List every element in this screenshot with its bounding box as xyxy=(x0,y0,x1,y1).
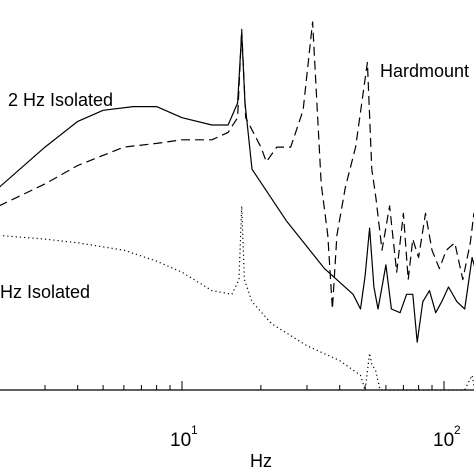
annotation-2hz-isolated: 2 Hz Isolated xyxy=(8,90,113,110)
x-tick-label-100-exp: 2 xyxy=(454,423,461,437)
x-tick-label-100: 10 2 xyxy=(433,423,461,451)
series-line-dotted xyxy=(0,205,474,391)
x-tick-label-100-base: 10 xyxy=(433,430,454,451)
x-tick-label-10: 10 1 xyxy=(170,423,198,451)
x-tick-label-10-base: 10 xyxy=(170,430,191,451)
annotation-hz-isolated: Hz Isolated xyxy=(0,282,90,302)
x-tick-label-10-exp: 1 xyxy=(191,423,198,437)
series-line-dashed xyxy=(0,21,474,310)
x-ticks xyxy=(44,381,445,390)
plot-series xyxy=(0,21,474,391)
series-line-solid xyxy=(0,32,474,343)
x-axis-label: Hz xyxy=(250,451,272,471)
annotation-hardmount: Hardmount xyxy=(380,61,469,81)
